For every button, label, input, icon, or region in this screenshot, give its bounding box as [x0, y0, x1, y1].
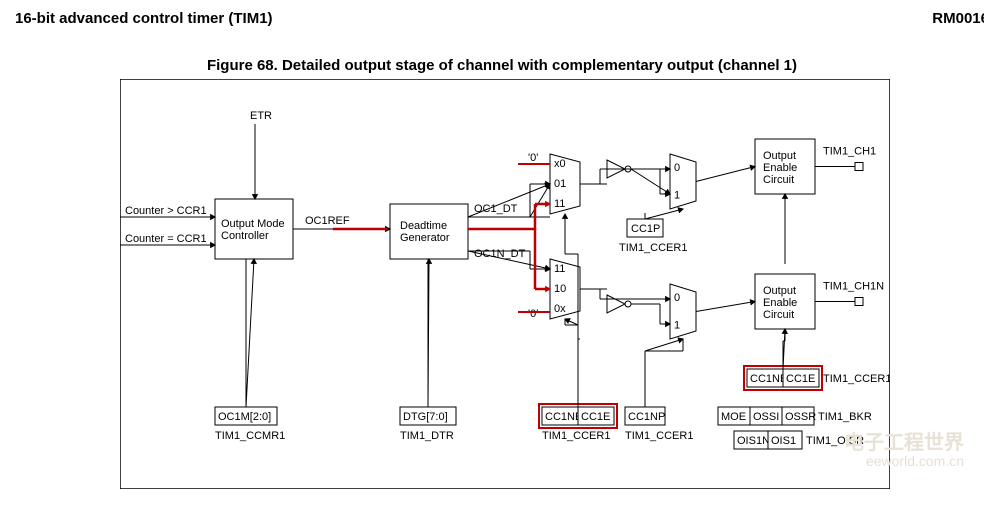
svg-text:01: 01 [554, 178, 566, 190]
svg-text:OutputEnableCircuit: OutputEnableCircuit [763, 285, 797, 321]
svg-text:TIM1_CCER1: TIM1_CCER1 [823, 373, 890, 385]
svg-text:CC1E: CC1E [786, 373, 815, 385]
svg-text:CC1P: CC1P [631, 223, 660, 235]
svg-text:0: 0 [674, 162, 680, 174]
svg-text:ETR: ETR [250, 110, 272, 122]
svg-text:CC1NP: CC1NP [628, 411, 665, 423]
svg-text:1: 1 [674, 189, 680, 201]
svg-text:10: 10 [554, 283, 566, 295]
svg-text:TIM1_CH1N: TIM1_CH1N [823, 281, 884, 293]
svg-text:0x: 0x [554, 303, 566, 315]
svg-text:DeadtimeGenerator: DeadtimeGenerator [400, 220, 450, 244]
svg-text:Counter = CCR1: Counter = CCR1 [125, 233, 207, 245]
svg-text:TIM1_BKR: TIM1_BKR [818, 411, 872, 423]
svg-text:TIM1_OISR: TIM1_OISR [806, 435, 864, 447]
svg-text:1: 1 [674, 319, 680, 331]
diagram-container: Output ModeControllerDeadtimeGeneratorx0… [120, 79, 884, 489]
svg-text:OIS1N: OIS1N [737, 435, 770, 447]
header-right: RM0016 [932, 10, 984, 27]
svg-text:TIM1_CCMR1: TIM1_CCMR1 [215, 430, 285, 442]
svg-text:CC1E: CC1E [581, 411, 610, 423]
svg-text:TIM1_CCER1: TIM1_CCER1 [619, 242, 687, 254]
svg-text:TIM1_CH1: TIM1_CH1 [823, 146, 876, 158]
svg-text:TIM1_CCER1: TIM1_CCER1 [542, 430, 610, 442]
svg-text:OSSR: OSSR [785, 411, 816, 423]
svg-text:'0': '0' [528, 152, 538, 164]
svg-text:MOE: MOE [721, 411, 746, 423]
svg-text:CC1NE: CC1NE [750, 373, 787, 385]
block-diagram: Output ModeControllerDeadtimeGeneratorx0… [120, 79, 890, 489]
figure-title: Figure 68. Detailed output stage of chan… [10, 57, 984, 74]
svg-text:OC1M[2:0]: OC1M[2:0] [218, 411, 271, 423]
svg-text:OSSI: OSSI [753, 411, 779, 423]
svg-text:OC1REF: OC1REF [305, 215, 350, 227]
svg-text:CC1NE: CC1NE [545, 411, 582, 423]
svg-text:0: 0 [674, 292, 680, 304]
svg-text:OutputEnableCircuit: OutputEnableCircuit [763, 150, 797, 186]
svg-text:11: 11 [554, 263, 565, 275]
svg-text:OIS1: OIS1 [771, 435, 796, 447]
svg-text:DTG[7:0]: DTG[7:0] [403, 411, 448, 423]
svg-text:TIM1_CCER1: TIM1_CCER1 [625, 430, 693, 442]
header-left: 16-bit advanced control timer (TIM1) [15, 10, 273, 27]
svg-text:x0: x0 [554, 158, 566, 170]
svg-text:11: 11 [554, 198, 565, 210]
svg-text:Counter > CCR1: Counter > CCR1 [125, 205, 207, 217]
svg-text:TIM1_DTR: TIM1_DTR [400, 430, 454, 442]
svg-text:OC1_DT: OC1_DT [474, 203, 518, 215]
svg-text:'0': '0' [528, 308, 538, 320]
